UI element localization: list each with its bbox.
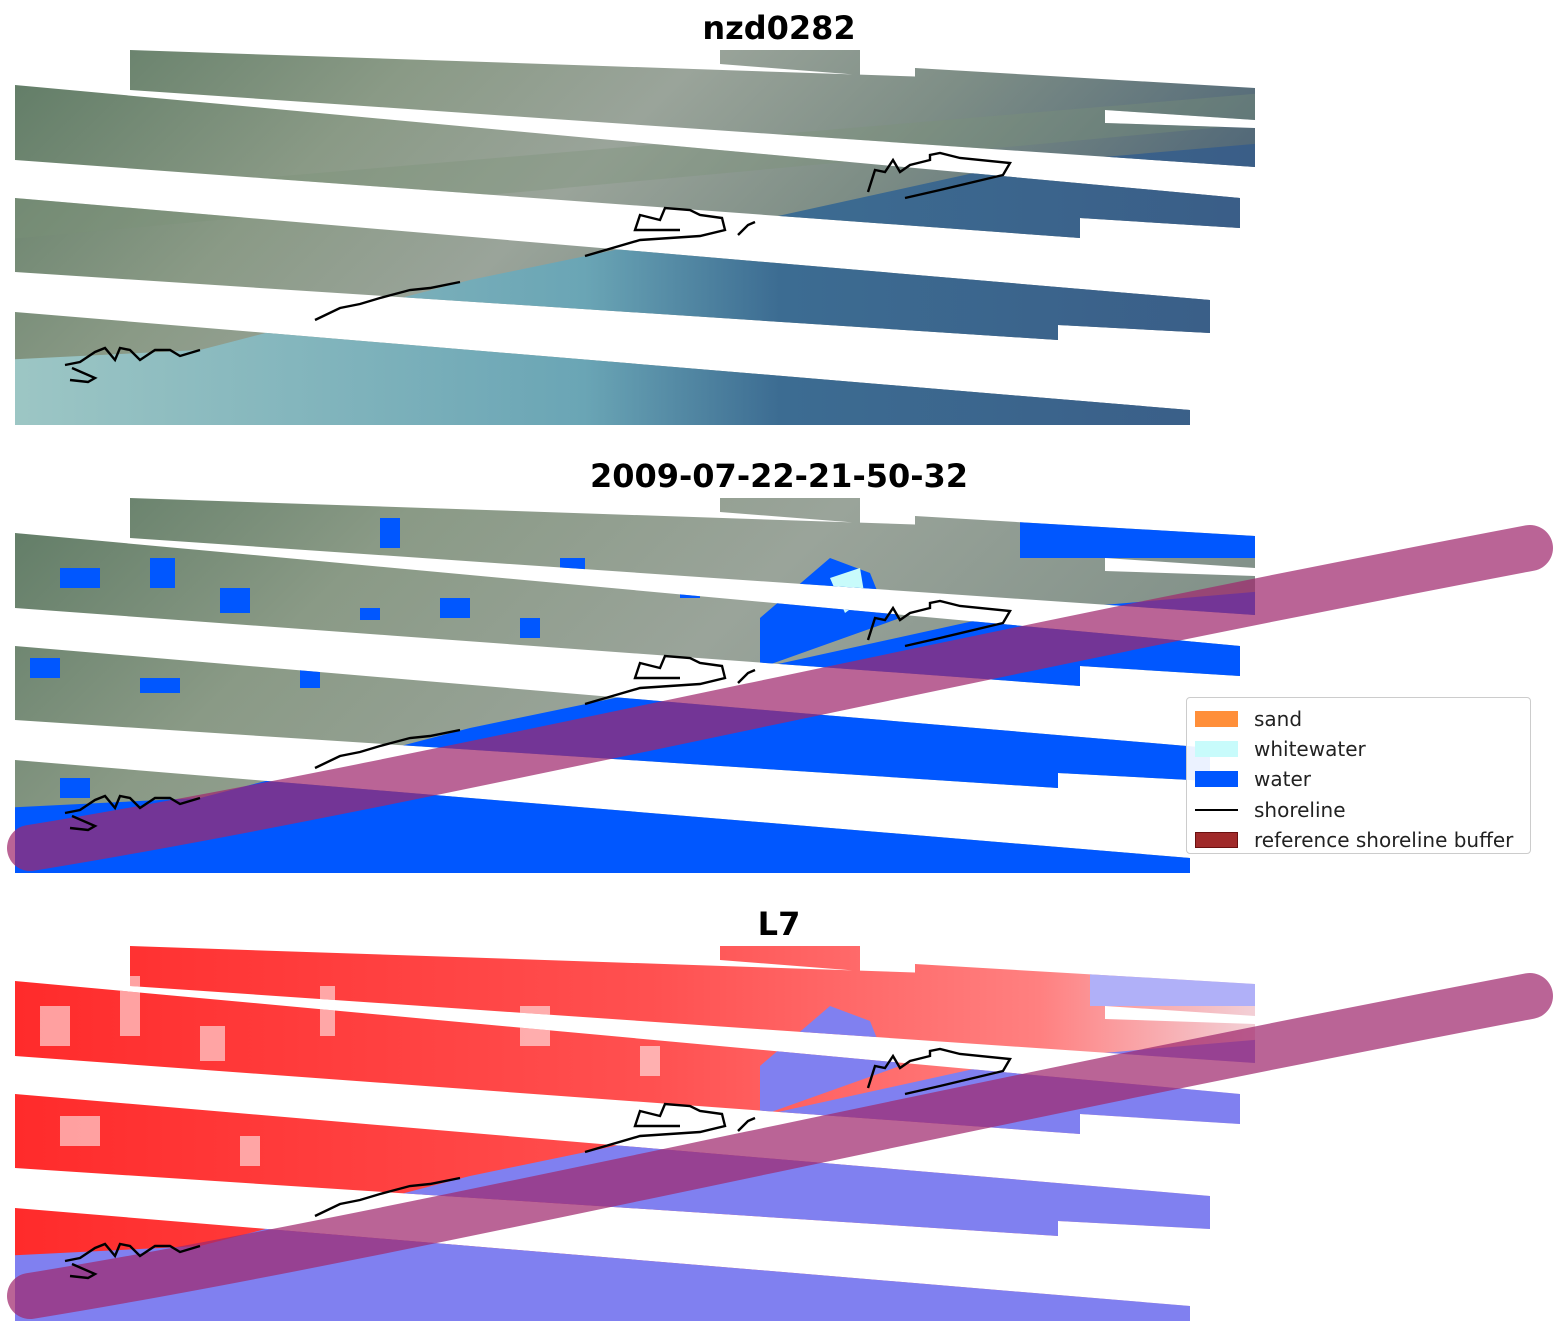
legend-item-sand: sand [1195,704,1522,734]
legend: sand whitewater water shoreline referenc… [1186,697,1531,854]
panel-title-image: nzd0282 [702,9,856,47]
legend-item-water: water [1195,764,1522,794]
legend-swatch-sand [1195,711,1238,728]
panel-title-classified: 2009-07-22-21-50-32 [589,457,969,495]
legend-label-sand: sand [1254,707,1303,732]
legend-swatch-shoreline [1195,808,1238,811]
legend-label-shoreline: shoreline [1254,797,1346,822]
legend-swatch-water [1195,771,1238,788]
legend-item-reference-buffer: reference shoreline buffer [1195,825,1522,855]
index-image-panel [7,946,1553,1321]
legend-label-water: water [1254,767,1311,792]
legend-item-whitewater: whitewater [1195,734,1522,764]
legend-label-reference-buffer: reference shoreline buffer [1254,827,1514,852]
satellite-image-panel [15,50,1255,425]
legend-swatch-whitewater [1195,741,1238,758]
legend-label-whitewater: whitewater [1254,737,1366,762]
legend-swatch-reference-buffer [1195,831,1238,848]
legend-item-shoreline: shoreline [1195,795,1522,825]
panel-title-index: L7 [757,905,801,943]
classified-image-panel [7,498,1553,873]
